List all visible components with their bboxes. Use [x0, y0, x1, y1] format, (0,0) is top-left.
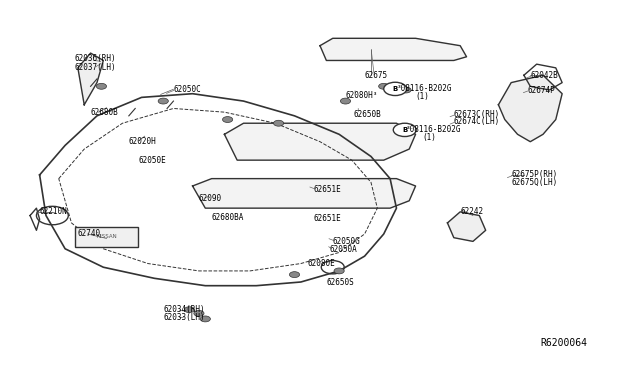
Polygon shape — [193, 179, 415, 208]
Text: 62050E: 62050E — [138, 155, 166, 165]
Text: 62674P: 62674P — [527, 86, 555, 94]
Circle shape — [404, 126, 414, 132]
Circle shape — [340, 98, 351, 104]
Circle shape — [194, 310, 204, 316]
Circle shape — [289, 272, 300, 278]
Polygon shape — [499, 75, 562, 142]
Text: B: B — [392, 86, 398, 92]
Circle shape — [273, 120, 284, 126]
Text: 62037(LH): 62037(LH) — [75, 63, 116, 72]
Circle shape — [379, 83, 389, 89]
Text: 62650B: 62650B — [353, 109, 381, 119]
Text: B: B — [402, 127, 408, 133]
Polygon shape — [78, 53, 103, 105]
Circle shape — [97, 83, 106, 89]
Circle shape — [184, 307, 195, 312]
Polygon shape — [447, 212, 486, 241]
Text: R6200064: R6200064 — [541, 339, 588, 349]
Text: (1): (1) — [422, 133, 436, 142]
Circle shape — [334, 268, 344, 274]
Circle shape — [200, 316, 211, 322]
Text: 62675Q(LH): 62675Q(LH) — [511, 178, 557, 187]
Text: 62675: 62675 — [365, 71, 388, 80]
Text: 62034(RH): 62034(RH) — [164, 305, 205, 314]
Text: 62651E: 62651E — [314, 185, 341, 194]
Text: 62210N: 62210N — [40, 207, 67, 217]
Text: 62036(RH): 62036(RH) — [75, 54, 116, 63]
Text: 62050G: 62050G — [333, 237, 360, 246]
Text: 62080H³: 62080H³ — [346, 91, 378, 100]
Text: 62080E: 62080E — [307, 259, 335, 268]
Text: 62674C(LH): 62674C(LH) — [454, 117, 500, 126]
Text: 62050A: 62050A — [330, 245, 357, 254]
Text: 62042B: 62042B — [531, 71, 558, 80]
Circle shape — [158, 98, 168, 104]
Polygon shape — [225, 123, 415, 160]
Text: 62651E: 62651E — [314, 214, 341, 223]
Text: 62740: 62740 — [78, 230, 101, 238]
Circle shape — [223, 116, 233, 122]
Text: 62675P(RH): 62675P(RH) — [511, 170, 557, 179]
Text: 62020H: 62020H — [129, 137, 157, 146]
Text: ³08116-B202G: ³08116-B202G — [406, 125, 461, 134]
Circle shape — [394, 123, 416, 137]
Polygon shape — [320, 38, 467, 61]
Text: 62650S: 62650S — [326, 278, 354, 287]
Circle shape — [384, 82, 406, 96]
Text: 62050C: 62050C — [173, 85, 201, 94]
Text: 62033(LH): 62033(LH) — [164, 313, 205, 322]
FancyBboxPatch shape — [75, 227, 138, 247]
Text: (1): (1) — [415, 92, 429, 101]
Text: 62090: 62090 — [199, 195, 222, 203]
Text: ³08116-B202G: ³08116-B202G — [396, 84, 452, 93]
Text: 62673C(RH): 62673C(RH) — [454, 109, 500, 119]
Text: 62680B: 62680B — [91, 108, 118, 117]
Text: 62242: 62242 — [460, 207, 483, 217]
Circle shape — [401, 87, 411, 93]
Text: 62680BA: 62680BA — [212, 213, 244, 222]
Text: NISSAN: NISSAN — [96, 234, 117, 239]
